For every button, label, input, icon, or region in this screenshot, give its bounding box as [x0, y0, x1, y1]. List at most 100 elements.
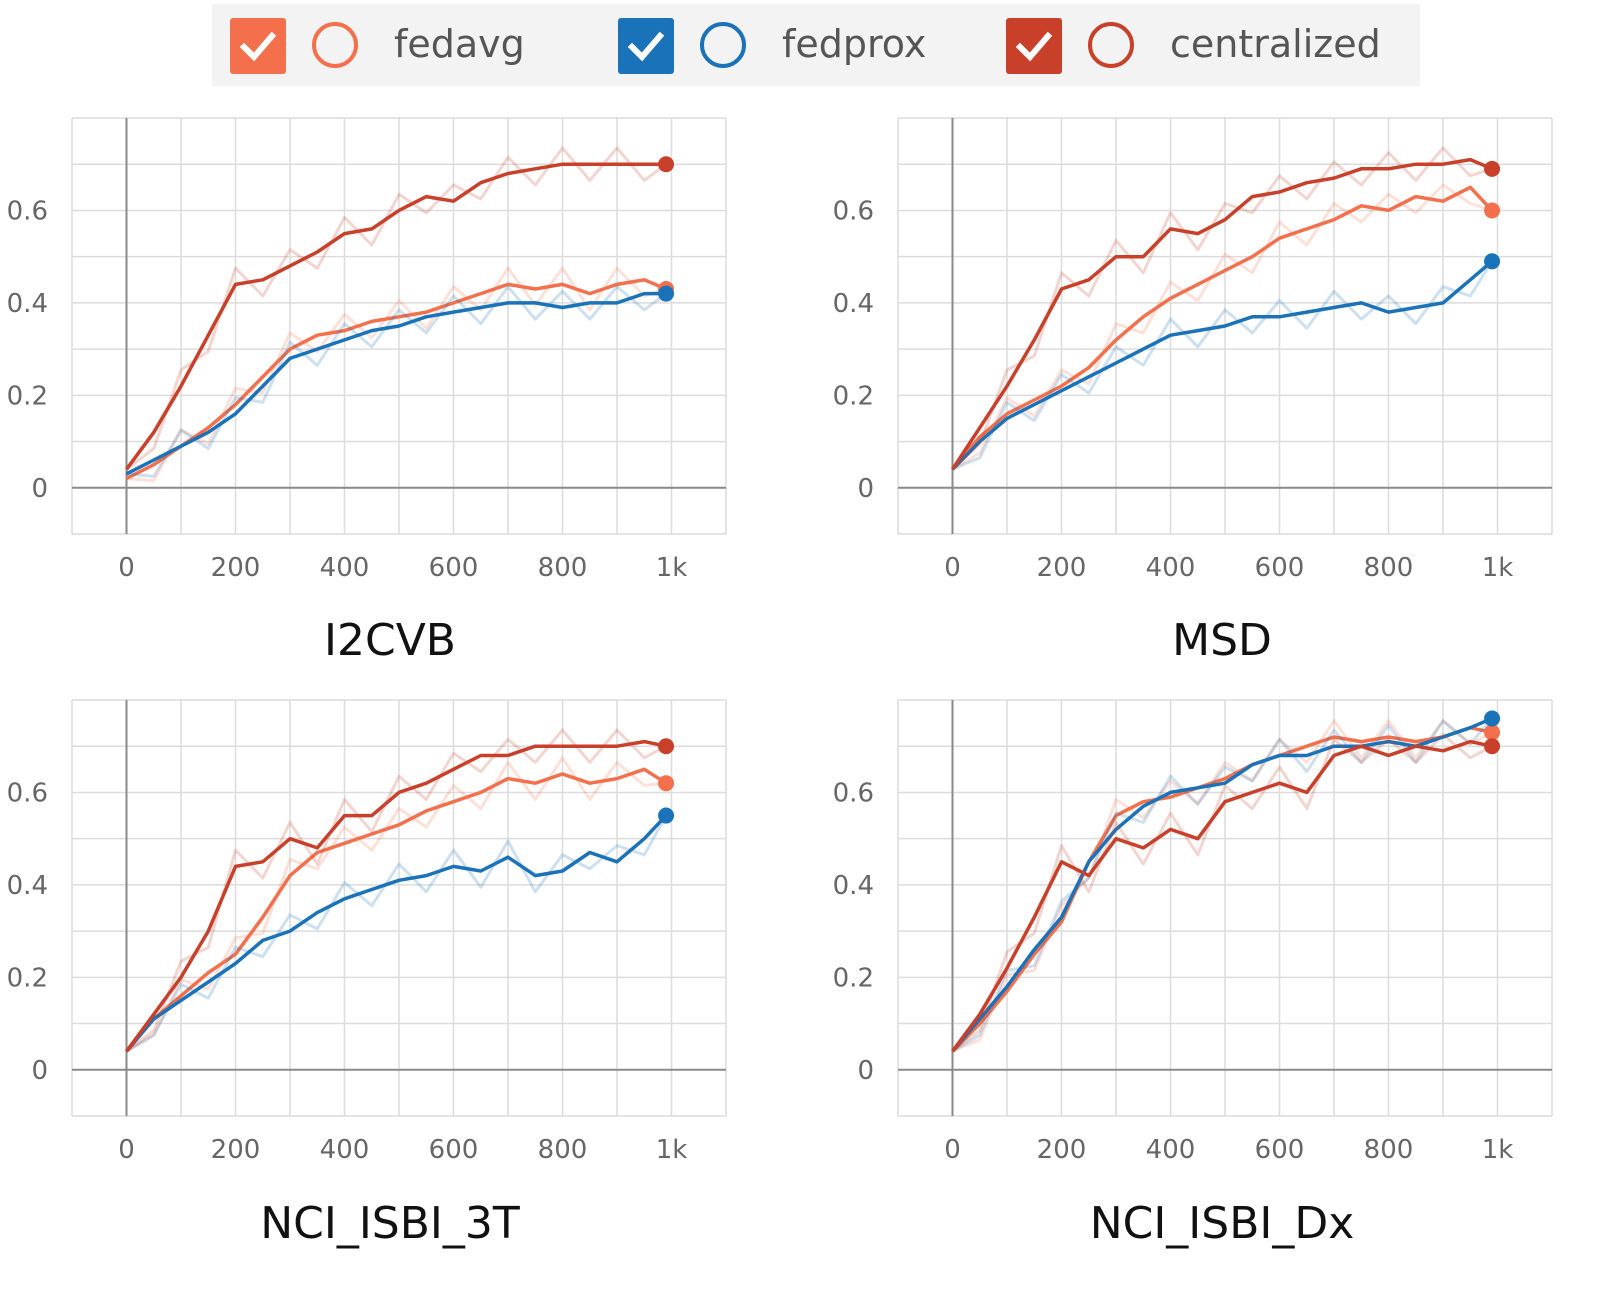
- data-point-centralized: [1224, 800, 1227, 803]
- data-point-centralized: [616, 745, 619, 748]
- data-point-centralized: [1278, 190, 1281, 193]
- series-raw-fedprox: [126, 285, 667, 478]
- series-line-fedprox: [951, 259, 1494, 471]
- series-endpoint-centralized: [658, 156, 675, 173]
- data-point-centralized: [1033, 338, 1036, 341]
- y-tick-label: 0.4: [833, 871, 874, 901]
- data-point-centralized: [507, 172, 510, 175]
- data-point-fedavg: [1414, 740, 1417, 743]
- data-point-fedavg: [234, 403, 237, 406]
- data-point-fedprox: [452, 311, 455, 314]
- data-point-centralized: [1169, 828, 1172, 831]
- data-point-fedprox: [1060, 916, 1063, 919]
- data-point-fedavg: [1033, 398, 1036, 401]
- series-raw-fedprox: [125, 814, 668, 1053]
- chart-panel-msd: 0 200 400 600 800 1k 0 0.2 0.4 0.6: [826, 110, 1586, 610]
- chart-svg: 0 200 400 600 800 1k 0 0.2 0.4 0.6: [7, 117, 727, 583]
- data-point-fedavg: [1142, 315, 1145, 318]
- data-point-centralized: [978, 1013, 981, 1016]
- data-point-fedprox: [370, 888, 373, 891]
- data-point-centralized: [561, 163, 564, 166]
- data-point-fedprox: [588, 851, 591, 854]
- data-point-fedprox: [1251, 315, 1254, 318]
- chart-panel-nci-isbi-dx: 0 200 400 600 800 1k 0 0.2 0.4 0.6: [826, 692, 1586, 1192]
- data-point-fedprox: [180, 445, 183, 448]
- data-point-centralized: [1442, 163, 1445, 166]
- data-point-fedavg: [643, 278, 646, 281]
- data-point-fedavg: [452, 301, 455, 304]
- data-point-centralized: [507, 754, 510, 757]
- series-endpoint-centralized: [658, 738, 675, 755]
- x-tick-label: 600: [1255, 1135, 1305, 1165]
- data-point-fedprox: [1224, 325, 1227, 328]
- data-point-fedprox: [1142, 805, 1145, 808]
- data-point-fedprox: [561, 306, 564, 309]
- legend: fedavg fedprox centralized: [212, 4, 1420, 86]
- data-point-centralized: [1305, 181, 1308, 184]
- y-tick-label: 0.6: [7, 778, 48, 808]
- data-point-centralized: [289, 264, 292, 267]
- data-point-centralized: [180, 385, 183, 388]
- data-point-centralized: [588, 163, 591, 166]
- data-point-fedprox: [316, 348, 319, 351]
- y-tick-label: 0: [31, 474, 48, 504]
- data-point-fedavg: [1360, 204, 1363, 207]
- data-point-fedprox: [1442, 301, 1445, 304]
- data-point-centralized: [1387, 754, 1390, 757]
- data-point-fedavg: [1469, 186, 1472, 189]
- data-point-fedavg: [343, 842, 346, 845]
- chart-title-i2cvb: I2CVB: [324, 615, 456, 666]
- data-point-fedprox: [561, 870, 564, 873]
- checkbox-centralized[interactable]: [1006, 18, 1062, 74]
- data-point-centralized: [1278, 782, 1281, 785]
- x-tick-label: 1k: [1482, 553, 1514, 583]
- data-point-fedavg: [1442, 200, 1445, 203]
- data-point-centralized: [951, 468, 954, 471]
- series-raw-centralized: [125, 728, 667, 1053]
- data-point-centralized: [316, 846, 319, 849]
- data-point-fedprox: [343, 338, 346, 341]
- x-tick-label: 600: [1255, 553, 1305, 583]
- x-tick-label: 1k: [1482, 1135, 1514, 1165]
- x-tick-label: 400: [320, 1135, 370, 1165]
- checkbox-fedprox[interactable]: [618, 18, 674, 74]
- series-line-centralized: [951, 739, 1493, 1053]
- data-point-fedavg: [452, 800, 455, 803]
- data-point-centralized: [1333, 754, 1336, 757]
- data-point-fedavg: [1305, 745, 1308, 748]
- data-point-fedavg: [207, 426, 210, 429]
- data-point-fedavg: [425, 311, 428, 314]
- data-point-centralized: [207, 930, 210, 933]
- y-tick-label: 0.2: [7, 381, 48, 411]
- data-point-fedavg: [316, 851, 319, 854]
- data-point-fedavg: [1387, 209, 1390, 212]
- x-tick-label: 800: [538, 1135, 588, 1165]
- data-point-centralized: [616, 163, 619, 166]
- data-point-centralized: [1033, 916, 1036, 919]
- data-point-centralized: [152, 1013, 155, 1016]
- y-tick-label: 0: [857, 474, 874, 504]
- series-raw-fedavg: [125, 756, 667, 1053]
- data-point-centralized: [1442, 749, 1445, 752]
- data-point-centralized: [370, 814, 373, 817]
- data-point-fedavg: [1224, 777, 1227, 780]
- data-point-centralized: [316, 251, 319, 254]
- data-point-fedavg: [616, 777, 619, 780]
- checkbox-fedavg[interactable]: [230, 18, 286, 74]
- circle-icon: [1088, 22, 1134, 68]
- series-raw-centralized: [951, 733, 1493, 1053]
- series-endpoint-fedavg: [1484, 202, 1501, 219]
- data-point-centralized: [643, 740, 646, 743]
- series-endpoint-fedavg: [1484, 724, 1501, 741]
- data-point-centralized: [534, 167, 537, 170]
- circle-icon: [312, 22, 358, 68]
- data-point-fedprox: [1360, 301, 1363, 304]
- series-endpoint-fedprox: [1484, 253, 1501, 270]
- data-point-centralized: [1142, 255, 1145, 258]
- data-point-fedavg: [643, 768, 646, 771]
- legend-label-fedprox: fedprox: [782, 22, 927, 66]
- data-point-fedavg: [479, 791, 482, 794]
- data-point-fedprox: [479, 306, 482, 309]
- data-point-fedprox: [1414, 306, 1417, 309]
- data-point-centralized: [1387, 167, 1390, 170]
